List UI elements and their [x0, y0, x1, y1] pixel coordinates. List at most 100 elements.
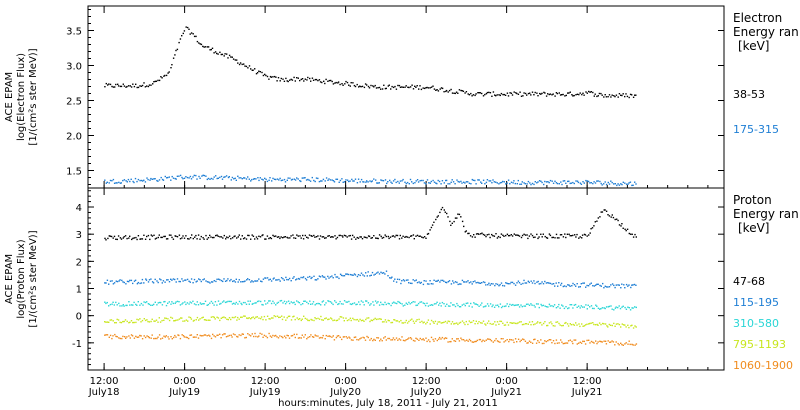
- electron-data-point: [168, 176, 170, 178]
- electron-ylabel-line: [1/(cm²s ster MeV)]: [28, 48, 39, 145]
- electron-data-point: [547, 181, 549, 183]
- proton-data-point: [353, 236, 355, 238]
- proton-data-point: [445, 281, 448, 284]
- proton-data-point: [353, 318, 355, 321]
- proton-data-point: [318, 238, 321, 240]
- electron-data-point: [530, 94, 532, 96]
- proton-data-point: [203, 334, 206, 336]
- electron-data-point: [613, 95, 615, 97]
- proton-data-point: [170, 336, 172, 338]
- proton-data-point: [451, 321, 454, 323]
- proton-data-point: [144, 301, 147, 304]
- proton-data-point: [494, 284, 496, 287]
- proton-data-point: [596, 342, 598, 345]
- proton-data-point: [436, 323, 438, 325]
- electron-data-point: [592, 182, 594, 185]
- electron-data-point: [432, 85, 434, 87]
- proton-data-point: [272, 300, 274, 302]
- proton-data-point: [193, 319, 195, 322]
- proton-data-point: [336, 276, 339, 278]
- proton-data-point: [196, 301, 198, 303]
- electron-data-point: [192, 176, 194, 178]
- electron-data-point: [172, 57, 175, 59]
- proton-data-point: [129, 235, 131, 237]
- proton-data-point: [537, 280, 539, 283]
- proton-data-point: [350, 319, 352, 322]
- proton-data-point: [123, 320, 125, 323]
- electron-data-point: [496, 94, 498, 96]
- proton-data-point: [106, 279, 109, 281]
- proton-data-point: [172, 278, 175, 280]
- proton-data-point: [189, 301, 191, 303]
- proton-data-point: [335, 319, 338, 322]
- proton-data-point: [542, 304, 545, 307]
- proton-data-point: [250, 238, 252, 240]
- proton-data-point: [456, 338, 458, 340]
- proton-data-point: [126, 237, 128, 240]
- proton-data-point: [168, 319, 171, 322]
- proton-data-point: [600, 340, 602, 343]
- proton-data-point: [125, 283, 127, 285]
- electron-data-point: [512, 182, 514, 184]
- xtick-label-time: 0:00: [495, 376, 517, 387]
- proton-data-point: [233, 316, 235, 319]
- electron-data-point: [428, 182, 430, 184]
- proton-data-point: [601, 307, 604, 309]
- proton-data-point: [248, 303, 250, 305]
- electron-data-point: [634, 94, 636, 96]
- proton-data-point: [262, 278, 265, 280]
- electron-data-point: [589, 182, 591, 184]
- electron-data-point: [231, 176, 234, 179]
- electron-data-point: [139, 179, 141, 182]
- proton-data-point: [264, 277, 266, 279]
- proton-data-point: [208, 281, 210, 283]
- proton-data-point: [565, 342, 567, 344]
- electron-data-point: [420, 88, 423, 91]
- electron-data-point: [632, 184, 634, 186]
- proton-data-point: [564, 342, 566, 345]
- proton-data-point: [472, 320, 475, 322]
- proton-data-point: [324, 276, 326, 278]
- proton-data-point: [154, 320, 156, 322]
- proton-data-point: [555, 233, 558, 236]
- proton-data-point: [286, 278, 288, 281]
- electron-data-point: [376, 182, 378, 184]
- proton-data-point: [433, 221, 435, 223]
- proton-data-point: [108, 305, 110, 307]
- electron-data-point: [356, 83, 358, 86]
- proton-data-point: [626, 228, 629, 230]
- proton-data-point: [305, 279, 308, 281]
- electron-data-point: [520, 95, 523, 97]
- proton-data-point: [450, 224, 452, 226]
- proton-data-point: [244, 280, 246, 282]
- electron-data-point: [279, 80, 281, 82]
- proton-data-point: [360, 319, 363, 322]
- proton-data-point: [416, 304, 419, 306]
- proton-data-point: [255, 280, 257, 282]
- electron-data-point: [465, 91, 468, 93]
- proton-data-point: [212, 333, 214, 336]
- proton-data-point: [461, 220, 464, 223]
- proton-data-point: [569, 235, 571, 237]
- proton-data-point: [520, 304, 522, 306]
- electron-data-point: [503, 181, 505, 183]
- proton-data-point: [385, 321, 388, 323]
- proton-data-point: [122, 304, 124, 306]
- proton-data-point: [196, 316, 199, 319]
- proton-data-point: [318, 303, 321, 305]
- proton-data-point: [470, 302, 472, 305]
- electron-data-point: [147, 178, 149, 181]
- proton-data-point: [415, 320, 417, 322]
- proton-data-point: [236, 237, 238, 239]
- proton-data-point: [209, 319, 211, 321]
- proton-data-point: [108, 321, 110, 323]
- proton-data-point: [542, 322, 545, 325]
- proton-data-point: [311, 235, 313, 237]
- proton-data-point: [284, 236, 286, 238]
- proton-data-point: [481, 232, 483, 234]
- electron-data-point: [144, 181, 147, 183]
- electron-data-point: [335, 178, 337, 180]
- electron-data-point: [158, 79, 161, 82]
- electron-data-point: [354, 178, 357, 180]
- proton-data-point: [281, 318, 284, 321]
